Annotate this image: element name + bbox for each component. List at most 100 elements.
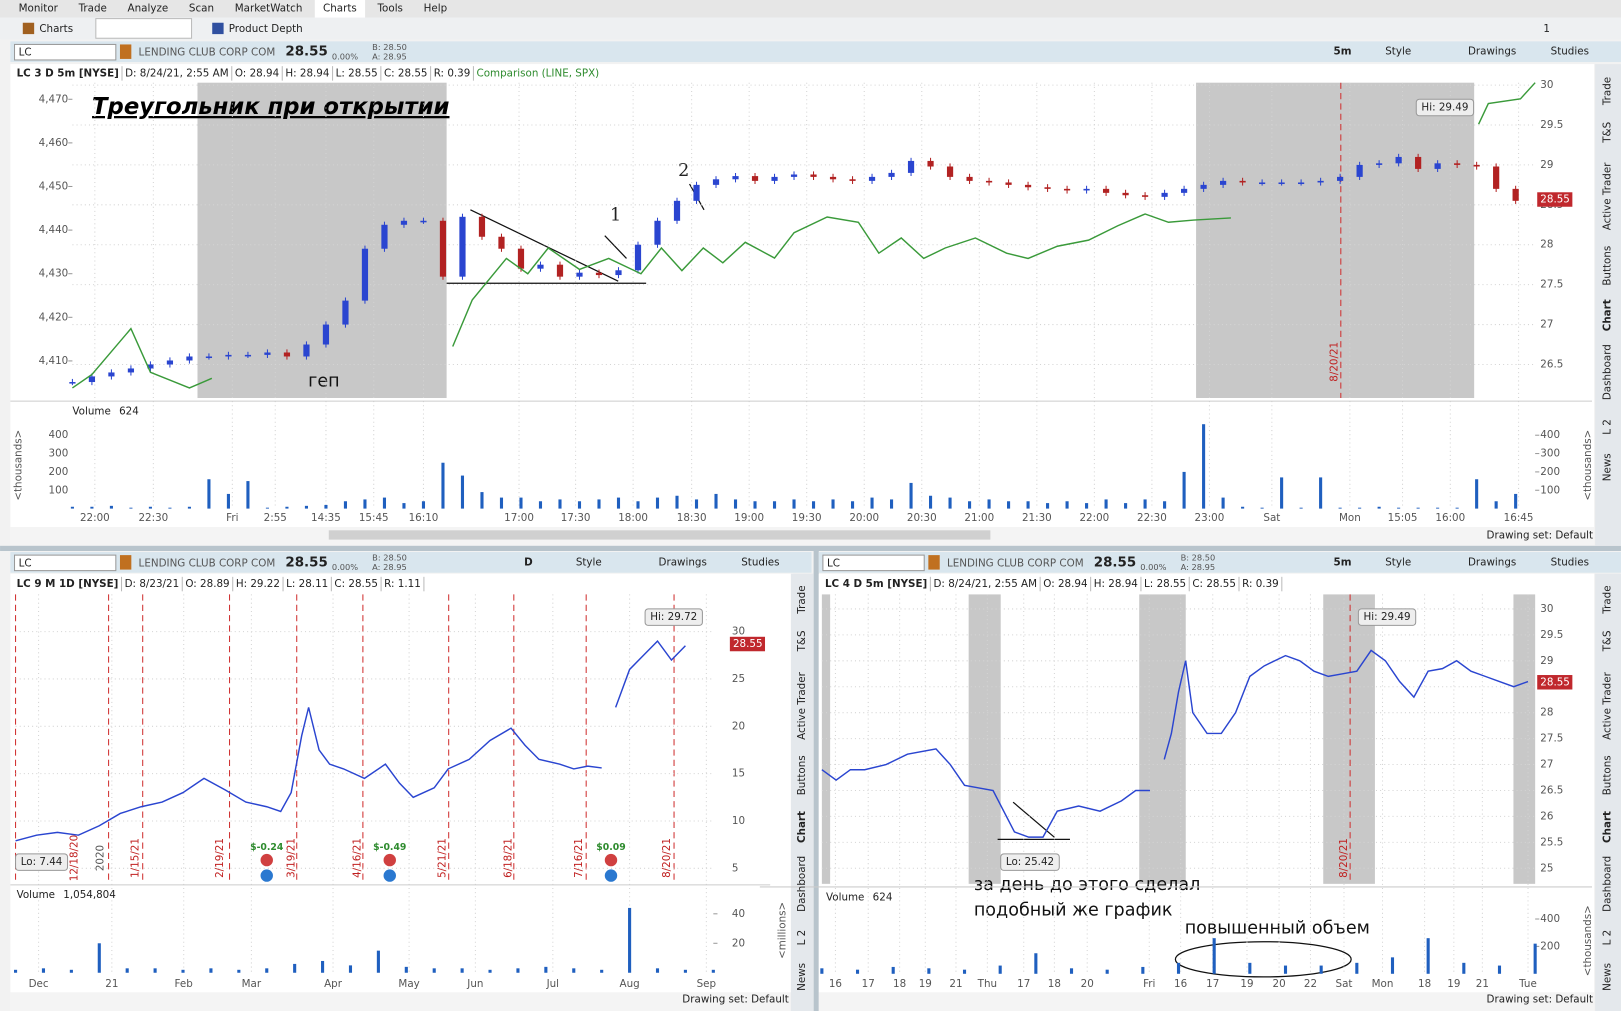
- interval-button[interactable]: 5m: [1334, 46, 1352, 58]
- studies-button[interactable]: Studies: [741, 556, 779, 568]
- menu-item[interactable]: Help: [424, 2, 448, 14]
- ask: A: 28.95: [1181, 562, 1216, 572]
- info-field: L: 28.55: [1144, 578, 1186, 590]
- volume-bar: [891, 966, 895, 974]
- candle: [439, 220, 447, 277]
- x-tick-label: 21:00: [964, 512, 994, 524]
- volume-bar: [1069, 968, 1074, 974]
- change: 0.00%: [332, 51, 358, 61]
- menu-item[interactable]: Analyze: [128, 2, 169, 14]
- y-tick-label: 400: [49, 429, 69, 441]
- drawings-button[interactable]: Drawings: [1468, 556, 1516, 568]
- earnings-icon[interactable]: [260, 853, 273, 867]
- x-tick-label: 17:30: [561, 512, 591, 524]
- y-tick-label: 29.5: [1540, 629, 1563, 641]
- side-tab[interactable]: T&S: [796, 630, 808, 652]
- candle: [966, 176, 973, 181]
- drawings-button[interactable]: Drawings: [1468, 46, 1516, 58]
- volume-bar: [987, 499, 991, 509]
- x-tick-label: Apr: [324, 978, 343, 990]
- earnings-icon[interactable]: [383, 853, 396, 867]
- volume-bar: [600, 969, 604, 973]
- style-button[interactable]: Style: [1385, 46, 1411, 58]
- side-tab[interactable]: Dashboard: [796, 856, 808, 912]
- side-tab[interactable]: News: [796, 963, 808, 991]
- studies-button[interactable]: Studies: [1551, 556, 1589, 568]
- earnings-label: $-0.24: [250, 842, 284, 853]
- side-tab[interactable]: Trade: [1602, 77, 1614, 106]
- interval-button[interactable]: D: [524, 556, 533, 568]
- studies-button[interactable]: Studies: [1551, 46, 1589, 58]
- candle: [1180, 188, 1188, 193]
- drawings-button[interactable]: Drawings: [659, 556, 707, 568]
- drawing-set[interactable]: Drawing set: Default: [1487, 529, 1594, 541]
- side-tab[interactable]: Chart: [1602, 299, 1614, 331]
- menu-item[interactable]: Charts: [323, 2, 357, 14]
- volume-bar: [544, 966, 548, 973]
- drawing-set[interactable]: Drawing set: Default: [1487, 994, 1594, 1006]
- side-strip: [1595, 64, 1621, 546]
- volume-bar: [628, 907, 632, 973]
- tab[interactable]: Charts: [39, 23, 73, 35]
- side-tab[interactable]: Dashboard: [1602, 344, 1614, 400]
- side-tab[interactable]: News: [1602, 963, 1614, 991]
- y-tick-label: 30: [732, 626, 745, 638]
- symbol-box[interactable]: [14, 554, 117, 572]
- side-tab[interactable]: L 2: [1602, 419, 1614, 435]
- style-button[interactable]: Style: [576, 556, 602, 568]
- volume-bar: [97, 943, 101, 973]
- scroll-thumb[interactable]: [328, 530, 991, 540]
- volume-bar: [927, 968, 931, 974]
- x-tick-label: 21: [949, 978, 962, 990]
- side-tab[interactable]: Trade: [1602, 585, 1614, 614]
- side-tab[interactable]: T&S: [1602, 630, 1614, 652]
- side-tab[interactable]: Buttons: [796, 755, 808, 795]
- dividend-icon[interactable]: [604, 869, 618, 882]
- hi-label-box: [1415, 98, 1475, 117]
- side-tab[interactable]: Chart: [1602, 811, 1614, 843]
- volume-bar: [460, 968, 464, 973]
- extended-hours: [1196, 82, 1475, 398]
- side-tab[interactable]: Trade: [796, 585, 808, 614]
- side-tab[interactable]: Active Trader: [1602, 671, 1614, 740]
- x-tick-label: 21:30: [1022, 512, 1052, 524]
- tab[interactable]: Product Depth: [229, 23, 303, 35]
- side-tab[interactable]: T&S: [1602, 122, 1614, 144]
- side-tab[interactable]: Dashboard: [1602, 856, 1614, 912]
- x-tick-label: 17: [1206, 978, 1219, 990]
- side-tab[interactable]: News: [1602, 453, 1614, 481]
- menu-item[interactable]: MarketWatch: [235, 2, 303, 14]
- y-tick-label: 10: [732, 815, 745, 827]
- volume-bar: [1007, 501, 1011, 509]
- x-tick-label: 20:00: [849, 512, 879, 524]
- volume-bar: [733, 499, 738, 509]
- side-tab[interactable]: L 2: [1602, 930, 1614, 946]
- x-tick-label: 20: [1081, 978, 1094, 990]
- earnings-icon[interactable]: [604, 853, 618, 867]
- y-tick-label: 25: [732, 673, 745, 685]
- menu-item[interactable]: Monitor: [19, 2, 59, 14]
- info-field: L: 28.55: [336, 67, 378, 79]
- volume-bar: [1260, 507, 1264, 509]
- symbol-box[interactable]: [14, 43, 117, 61]
- side-tab[interactable]: Buttons: [1602, 246, 1614, 286]
- interval-button[interactable]: 5m: [1334, 556, 1352, 568]
- volume-bar: [1355, 962, 1359, 974]
- side-tab[interactable]: L 2: [796, 930, 808, 946]
- volume-bar: [1426, 938, 1430, 974]
- y-tick-label: 4,450: [39, 180, 69, 192]
- menu-item[interactable]: Scan: [189, 2, 214, 14]
- info-field: R: 0.39: [1242, 578, 1279, 590]
- dividend-icon[interactable]: [383, 869, 396, 882]
- drawing-set[interactable]: Drawing set: Default: [682, 994, 789, 1006]
- side-tab[interactable]: Active Trader: [1602, 162, 1614, 231]
- y-tick-label: 20: [732, 937, 745, 949]
- menu-item[interactable]: Trade: [78, 2, 107, 14]
- side-tab[interactable]: Buttons: [1602, 755, 1614, 795]
- side-tab[interactable]: Chart: [796, 811, 808, 843]
- style-button[interactable]: Style: [1385, 556, 1411, 568]
- dividend-icon[interactable]: [260, 869, 273, 882]
- symbol-box[interactable]: [822, 554, 925, 572]
- menu-item[interactable]: Tools: [376, 2, 402, 14]
- side-tab[interactable]: Active Trader: [796, 671, 808, 740]
